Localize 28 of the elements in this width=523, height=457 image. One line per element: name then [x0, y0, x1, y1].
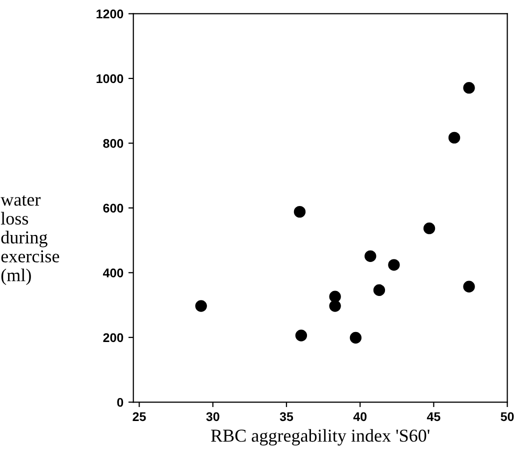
x-axis-title: RBC aggregability index 'S60'	[211, 429, 430, 446]
point	[388, 259, 400, 271]
y-tick-label: 200	[103, 333, 124, 342]
y-tick-label: 1200	[96, 10, 124, 18]
y-tick-label: 1000	[96, 74, 124, 84]
point	[329, 300, 341, 312]
x-tick-label: 50	[500, 412, 514, 422]
x-tick-label: 25	[132, 412, 146, 422]
point	[364, 250, 376, 262]
point	[448, 132, 460, 144]
x-tick-label: 40	[353, 412, 367, 422]
y-tick-label: 0	[117, 398, 124, 407]
point	[295, 330, 308, 342]
point	[373, 284, 386, 296]
x-tick-label: 45	[426, 412, 440, 422]
point	[329, 290, 341, 302]
point	[350, 332, 362, 344]
x-tick-label: 30	[206, 412, 220, 422]
y-tick-label: 600	[103, 204, 124, 213]
y-axis-title: water loss during exercise (ml)	[0, 195, 60, 285]
x-tick-label: 35	[280, 412, 294, 422]
point	[463, 280, 475, 292]
y-tick-label: 400	[102, 268, 124, 278]
y-tick-label: 800	[103, 138, 124, 148]
point	[463, 82, 475, 94]
point	[195, 300, 207, 312]
point	[423, 222, 436, 234]
point	[294, 206, 306, 218]
